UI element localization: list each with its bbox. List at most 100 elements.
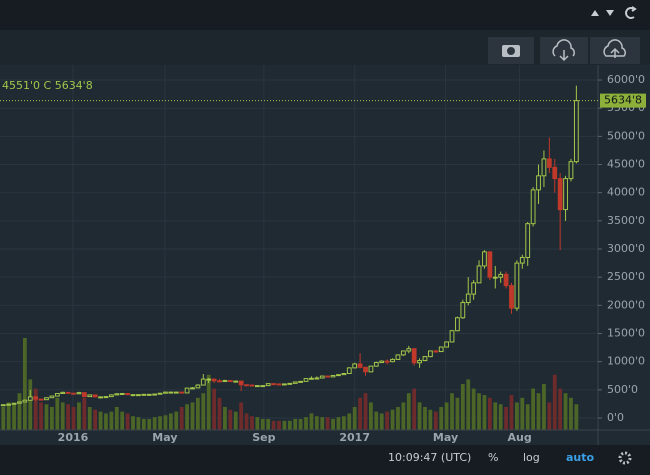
volume-bar [201,393,206,430]
candle-body [482,251,487,267]
candle-body [163,391,168,394]
candle-body [417,360,422,364]
plot-background [0,65,650,445]
volume-bar [471,388,476,430]
candle-body [519,256,525,264]
volume-bar [520,397,525,430]
volume-bar [158,416,162,430]
volume-bar [542,384,546,430]
candle-body [217,380,222,383]
candle-body [6,403,12,406]
volume-bar [460,384,465,430]
volume-bar [33,388,38,430]
volume-bar [195,397,200,430]
volume-bar [98,411,103,430]
volume-bar [450,393,454,430]
volume-bar [174,411,179,430]
candle-body [476,265,482,284]
volume-bar [66,404,71,430]
candle-body [103,396,109,399]
volume-bar [190,402,195,430]
y-tick-label: 5000'0 [607,129,645,142]
candle-body [487,251,493,278]
candle-body [271,383,276,386]
x-tick-label: May [152,431,177,444]
candle-body [179,391,185,394]
volume-bar [152,417,157,430]
upload-icon [603,39,626,58]
candle-body [552,166,558,180]
volume-bar [325,417,330,430]
candle-body [60,391,66,394]
expand-icon[interactable] [606,10,614,16]
last-price-label: 5634'8 [604,94,642,107]
candle-body [27,396,33,401]
candle-body [17,401,22,404]
volume-bar [298,418,303,430]
candle-body [292,381,298,384]
volume-bar [320,417,325,430]
candle-body [406,348,412,352]
candle-body [65,391,71,394]
candle-body [152,393,158,396]
top-bar [0,0,650,30]
y-tick-label: 4500'0 [607,158,645,171]
candle-body [357,363,363,368]
candle-body [368,365,374,373]
x-tick-label: Aug [507,431,531,444]
candle-body [498,273,504,278]
volume-bar [93,409,98,430]
log-toggle[interactable]: log [523,451,540,464]
candle-body [541,158,547,177]
candle-body [81,392,87,398]
candle-body [336,374,341,377]
auto-toggle[interactable]: auto [566,451,595,464]
settings-icon[interactable] [618,451,632,465]
volume-bar [44,404,49,430]
volume-bar [104,413,108,430]
candle-body [514,262,520,309]
y-tick-label: 4000'0 [607,186,645,199]
volume-bar [131,416,135,430]
volume-bar [396,407,400,430]
candle-body [546,158,552,168]
volume-bar [125,413,130,430]
volume-bar [77,402,81,430]
percent-toggle[interactable]: % [488,451,498,464]
candle-body [195,384,201,389]
candle-body [384,360,390,363]
candle-body [444,341,449,348]
volume-bar [563,393,568,430]
refresh-icon[interactable] [625,6,637,19]
volume-bar [293,418,298,430]
candle-body [395,354,401,360]
volume-bar [304,417,308,430]
candle-body [390,358,395,363]
candle-body [319,375,325,379]
candle-body [379,360,385,364]
volume-bar [574,404,579,430]
volume-bar [223,407,227,430]
volume-bar [341,416,346,430]
volume-bar [369,402,373,430]
collapse-icon[interactable] [591,10,599,16]
volume-bar [336,417,341,430]
candle-body [509,285,514,309]
volume-bar [466,379,471,430]
candle-body [233,380,239,383]
candle-body [287,382,293,385]
volume-bar [482,395,487,430]
volume-bar [433,411,438,430]
candle-body [260,385,266,388]
volume-bar [552,374,557,430]
volume-bar [428,409,433,430]
candle-body [525,223,531,258]
candle-body [282,383,287,386]
volume-bar [185,404,189,430]
candle-body [465,293,471,304]
volume-bar [109,411,114,430]
volume-bar [244,413,249,430]
volume-bar [282,420,287,430]
volume-bar [55,397,60,430]
